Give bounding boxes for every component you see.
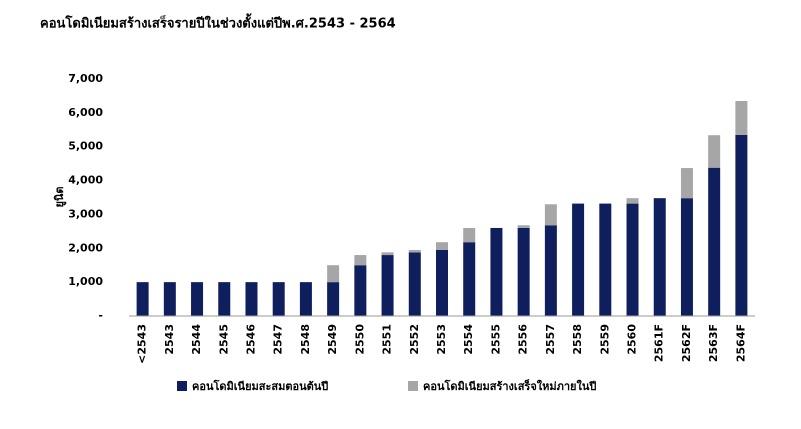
x-tick-label: 2543 [163, 324, 176, 355]
y-tick-label: 1,000 [68, 275, 103, 288]
bar-segment [680, 198, 693, 316]
bar-segment [245, 282, 258, 316]
x-tick-label: 2560 [626, 324, 639, 355]
bar-segment [680, 168, 693, 199]
bar-segment [517, 227, 530, 316]
bar-segment [191, 282, 204, 316]
bar-segment [735, 134, 748, 316]
x-tick-label: 2549 [326, 324, 339, 355]
x-tick-label: 2559 [598, 324, 611, 355]
bar-segment [463, 242, 476, 316]
bar-segment [626, 203, 639, 316]
bar-segment [708, 135, 721, 168]
x-tick-label: 2557 [544, 324, 557, 355]
x-tick-label: 2545 [217, 324, 230, 355]
x-tick-label: 2546 [244, 324, 257, 355]
x-tick-label: 2551 [381, 324, 394, 355]
x-tick-label: 2555 [489, 324, 502, 355]
x-tick-label: 2554 [462, 324, 475, 355]
x-tick-label: 2552 [408, 324, 421, 355]
bar-segment [272, 282, 285, 316]
legend-swatch [408, 381, 418, 391]
bar-segment [408, 249, 421, 253]
bar-segment [544, 225, 557, 316]
x-tick-label: 2550 [353, 324, 366, 355]
bar-segment [327, 265, 340, 283]
bar-segment [463, 227, 476, 243]
bar-segment [490, 227, 503, 316]
bar-segment [517, 225, 530, 228]
x-tick-label: 2544 [190, 324, 203, 355]
bar-segment [354, 255, 367, 266]
bar-segment [653, 198, 666, 316]
x-tick-label: 2547 [272, 324, 285, 355]
bar-segment [735, 101, 748, 135]
bar-segment [599, 203, 612, 316]
y-tick-label: 2,000 [68, 241, 103, 254]
x-tick-label: 2556 [517, 324, 530, 355]
bar-segment [218, 282, 231, 316]
bar-segment [436, 249, 448, 316]
bar-segment [299, 282, 312, 316]
x-tick-label: 2561F [653, 324, 666, 362]
y-tick-label: 4,000 [68, 174, 103, 187]
x-tick-label: 2548 [299, 324, 312, 355]
y-tick-label: 3,000 [68, 207, 103, 220]
x-tick-label: 2558 [571, 324, 584, 355]
legend-label: คอนโดมิเนียมสร้างเสร็จใหม่ภายในปี [423, 379, 596, 393]
x-tick-label: 2562F [680, 324, 693, 362]
x-tick-label: 2553 [435, 324, 448, 355]
x-tick-label: 2564F [734, 324, 747, 362]
bar-segment [327, 282, 340, 316]
y-axis-label: ยูนิต [53, 186, 67, 207]
bar-segment [544, 204, 557, 226]
bar-segment [381, 255, 394, 316]
chart-title: คอนโดมิเนียมสร้างเสร็จรายปีในช่วงตั้งแต่… [40, 13, 396, 32]
bar-segment [381, 252, 394, 256]
y-tick-label: 6,000 [68, 106, 103, 119]
bar-segment [708, 167, 721, 316]
bar-segment [572, 203, 585, 316]
bar-segment [136, 282, 149, 316]
y-tick-label: 5,000 [68, 140, 103, 153]
legend-swatch [177, 381, 187, 391]
y-tick-label: 7,000 [68, 72, 103, 85]
bar-segment [436, 242, 448, 250]
bar-segment [626, 198, 639, 204]
bar-segment [408, 252, 421, 316]
y-tick-label: - [98, 309, 103, 322]
bar-segment [354, 265, 367, 316]
legend-label: คอนโดมิเนียมสะสมตอนต้นปี [192, 379, 328, 393]
bar-segment [163, 282, 176, 316]
x-tick-label: <2543 [136, 324, 149, 364]
x-tick-label: 2563F [707, 324, 720, 362]
